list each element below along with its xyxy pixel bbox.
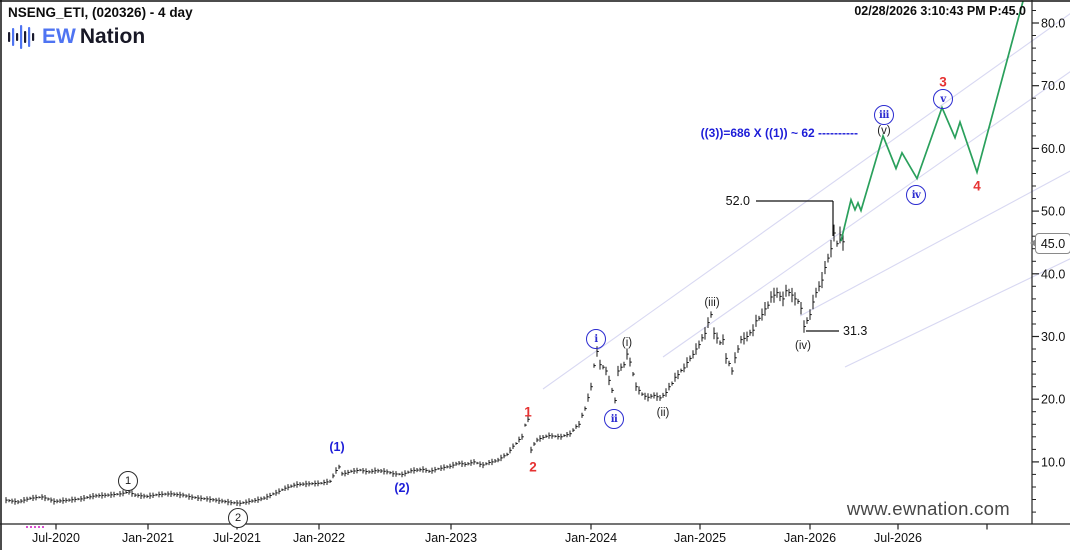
logo-text-nation: Nation xyxy=(79,25,146,48)
x-tick-label: Jul-2026 xyxy=(874,531,922,545)
current-price-tag: 45.0 xyxy=(1030,233,1070,254)
wave-label-tk-(iv): (iv) xyxy=(795,340,811,352)
wave3-measurement-note: ((3))=686 X ((1)) ~ 62 ---------- xyxy=(700,126,858,140)
x-tick-label: Jan-2022 xyxy=(293,531,345,545)
symbol-title: NSENG_ETI, (020326) - 4 day xyxy=(8,5,193,20)
wave-label-tr-4: 4 xyxy=(973,178,981,194)
channel-line-1 xyxy=(662,71,1070,358)
y-tick-label: 10.0 xyxy=(1041,455,1065,469)
wave-label-tk-(ii): (ii) xyxy=(656,407,670,419)
wave-label-cu-i: i xyxy=(586,329,606,349)
wave-label-cu-iv: iv xyxy=(906,185,926,205)
ewnation-logo: EW Nation xyxy=(7,22,145,52)
x-tick-label: Jan-2025 xyxy=(674,531,726,545)
wave-label-cb-1: 1 xyxy=(118,471,138,491)
price-bars xyxy=(5,224,845,507)
channel-line-2 xyxy=(799,170,1070,317)
price-level-label-52.0: 52.0 xyxy=(725,194,750,208)
wave-label-tb-(2): (2) xyxy=(394,481,410,495)
x-tick-label: Jan-2024 xyxy=(565,531,617,545)
wave-label-tk-(v): (v) xyxy=(877,125,891,137)
y-tick-label: 60.0 xyxy=(1041,142,1065,156)
x-tick-label: Jan-2023 xyxy=(425,531,477,545)
wave-label-tb-(1): (1) xyxy=(329,440,345,454)
y-tick-label: 80.0 xyxy=(1041,17,1065,31)
watermark: www.ewnation.com xyxy=(846,498,1010,519)
y-tick-label: 20.0 xyxy=(1041,393,1065,407)
logo-text-ew: EW xyxy=(42,25,76,48)
wave-label-tr-3: 3 xyxy=(939,74,947,90)
wave-label-cb-2: 2 xyxy=(228,508,248,528)
price-level-label-31.3: 31.3 xyxy=(843,324,868,338)
channel-line-0 xyxy=(542,13,1070,390)
x-tick-label: Jan-2026 xyxy=(784,531,836,545)
y-tick-label: 50.0 xyxy=(1041,205,1065,219)
wave-label-tk-(iii): (iii) xyxy=(704,297,720,309)
wave-label-cu-v: v xyxy=(933,89,953,109)
waveform-logo-icon xyxy=(8,25,35,49)
datetime-price-readout: 02/28/2026 3:10:43 PM P:45.0 xyxy=(854,4,1026,18)
y-tick-label: 30.0 xyxy=(1041,330,1065,344)
wave-label-cu-ii: ii xyxy=(604,409,624,429)
x-tick-label: Jan-2021 xyxy=(122,531,174,545)
x-tick-label: Jul-2021 xyxy=(213,531,261,545)
wave-label-cu-iii: iii xyxy=(874,105,894,125)
wave-label-tr-2: 2 xyxy=(529,459,537,475)
wave-label-tr-1: 1 xyxy=(524,404,532,420)
wave-label-tk-(i): (i) xyxy=(621,337,633,349)
x-tick-label: Jul-2020 xyxy=(32,531,80,545)
y-tick-label: 70.0 xyxy=(1041,79,1065,93)
y-tick-label: 40.0 xyxy=(1041,267,1065,281)
channel-line-3 xyxy=(844,258,1070,368)
projection-path xyxy=(840,0,1024,242)
